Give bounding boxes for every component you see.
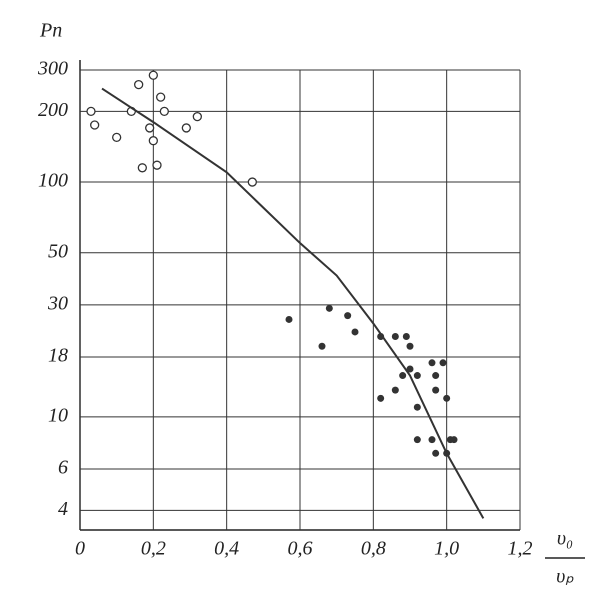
filled-point bbox=[402, 332, 410, 340]
filled-point bbox=[351, 328, 359, 336]
y-tick-label: 50 bbox=[48, 240, 68, 262]
y-tick-label: 4 bbox=[58, 498, 68, 520]
open-point bbox=[159, 106, 169, 117]
x-tick-label: 0 bbox=[75, 538, 85, 560]
x-label-numerator: υ₀ bbox=[557, 528, 573, 550]
open-point bbox=[145, 123, 155, 133]
filled-point bbox=[439, 359, 447, 367]
filled-point bbox=[406, 365, 414, 373]
open-point bbox=[192, 111, 202, 122]
fit-curve bbox=[101, 87, 485, 519]
open-point bbox=[152, 160, 162, 170]
filled-point bbox=[391, 332, 399, 340]
x-tick-label: 0,2 bbox=[141, 538, 166, 560]
filled-point bbox=[391, 386, 399, 394]
filled-point bbox=[285, 315, 293, 323]
open-point bbox=[112, 132, 122, 143]
open-point bbox=[181, 123, 191, 133]
x-label-denominator: υₚ bbox=[556, 566, 574, 588]
filled-point bbox=[413, 403, 421, 411]
y-tick-label: 6 bbox=[58, 457, 68, 479]
open-point bbox=[90, 120, 100, 130]
open-point bbox=[134, 79, 144, 90]
filled-point bbox=[413, 436, 421, 444]
filled-point bbox=[325, 304, 333, 312]
filled-point bbox=[377, 394, 385, 402]
filled-point bbox=[399, 372, 407, 380]
x-tick-label: 0,8 bbox=[361, 538, 386, 560]
y-tick-label: 200 bbox=[38, 99, 68, 121]
y-tick-label: 100 bbox=[38, 170, 68, 192]
x-tick-label: 0,6 bbox=[288, 538, 313, 560]
filled-point bbox=[413, 372, 421, 380]
filled-point bbox=[344, 312, 352, 320]
x-tick-label: 1,0 bbox=[434, 538, 459, 560]
open-point bbox=[156, 92, 166, 102]
open-point bbox=[247, 177, 257, 187]
filled-point bbox=[428, 359, 436, 367]
filled-point bbox=[428, 436, 436, 444]
open-point bbox=[148, 136, 158, 146]
open-point bbox=[148, 70, 158, 80]
x-tick-label: 0,4 bbox=[214, 538, 239, 560]
filled-point bbox=[432, 449, 440, 457]
y-tick-label: 300 bbox=[37, 58, 68, 80]
filled-point bbox=[406, 342, 414, 350]
y-tick-label: 10 bbox=[48, 405, 68, 427]
filled-point bbox=[450, 436, 458, 444]
filled-point bbox=[318, 342, 326, 350]
x-tick-label: 1,2 bbox=[508, 538, 533, 560]
y-axis-label: Pп bbox=[39, 20, 62, 42]
y-tick-label: 18 bbox=[48, 345, 68, 367]
filled-point bbox=[432, 386, 440, 394]
y-tick-label: 30 bbox=[47, 292, 68, 314]
open-point bbox=[137, 163, 147, 173]
filled-point bbox=[443, 394, 451, 402]
open-point bbox=[86, 106, 96, 117]
filled-point bbox=[432, 372, 440, 380]
